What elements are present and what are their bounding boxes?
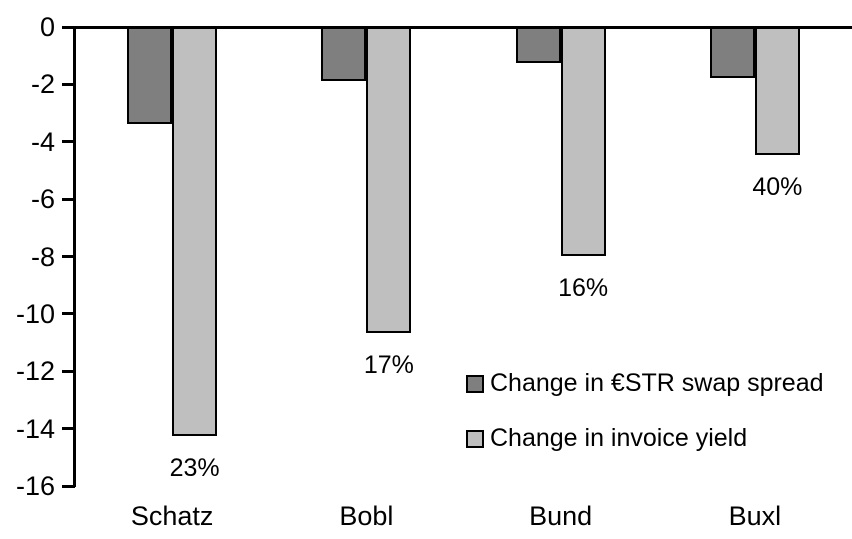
y-tick-label: -10 — [15, 298, 55, 329]
category-label-buxl: Buxl — [728, 501, 782, 531]
y-tick-mark — [62, 427, 75, 431]
bar-invoice-yield-bund — [560, 27, 606, 256]
x-axis-zero-line — [73, 26, 852, 29]
y-tick-label: -16 — [15, 471, 55, 501]
y-tick-label: -4 — [30, 126, 55, 157]
y-tick-label: -12 — [15, 356, 55, 387]
y-tick-mark — [62, 484, 75, 488]
legend: Change in €STR swap spread Change in inv… — [466, 369, 824, 453]
y-tick-mark — [62, 25, 75, 29]
bar-swap-spread-schatz — [127, 27, 173, 124]
y-tick-label: -8 — [30, 241, 55, 272]
y-tick-mark — [62, 312, 75, 316]
y-tick-mark — [62, 82, 75, 86]
bar-swap-spread-bobl — [321, 27, 367, 81]
legend-item-swap-spread: Change in €STR swap spread — [466, 369, 824, 398]
y-tick-label: -14 — [15, 413, 55, 444]
y-tick-mark — [62, 140, 75, 144]
legend-label-invoice-yield: Change in invoice yield — [490, 424, 748, 452]
data-label-bobl: 17% — [363, 351, 414, 380]
legend-item-invoice-yield: Change in invoice yield — [466, 424, 824, 453]
bar-swap-spread-buxl — [709, 27, 755, 78]
data-label-buxl: 40% — [752, 173, 803, 202]
data-label-schatz: 23% — [169, 454, 220, 483]
bar-swap-spread-bund — [515, 27, 561, 64]
y-tick-mark — [62, 197, 75, 201]
legend-swatch-light-icon — [466, 429, 484, 448]
category-label-bobl: Bobl — [339, 501, 394, 531]
legend-label-swap-spread: Change in €STR swap spread — [490, 369, 824, 397]
bar-invoice-yield-schatz — [172, 27, 218, 437]
data-label-bund: 16% — [558, 273, 609, 302]
category-label-bund: Bund — [529, 501, 593, 531]
bar-invoice-yield-bobl — [366, 27, 412, 334]
y-tick-mark — [62, 255, 75, 258]
bar-invoice-yield-buxl — [754, 27, 800, 156]
y-tick-mark — [62, 369, 75, 373]
legend-swatch-dark-icon — [466, 374, 484, 393]
y-tick-label: 0 — [39, 12, 55, 42]
y-tick-label: -6 — [30, 184, 55, 215]
category-label-schatz: Schatz — [130, 501, 214, 531]
y-tick-label: -2 — [30, 69, 55, 100]
